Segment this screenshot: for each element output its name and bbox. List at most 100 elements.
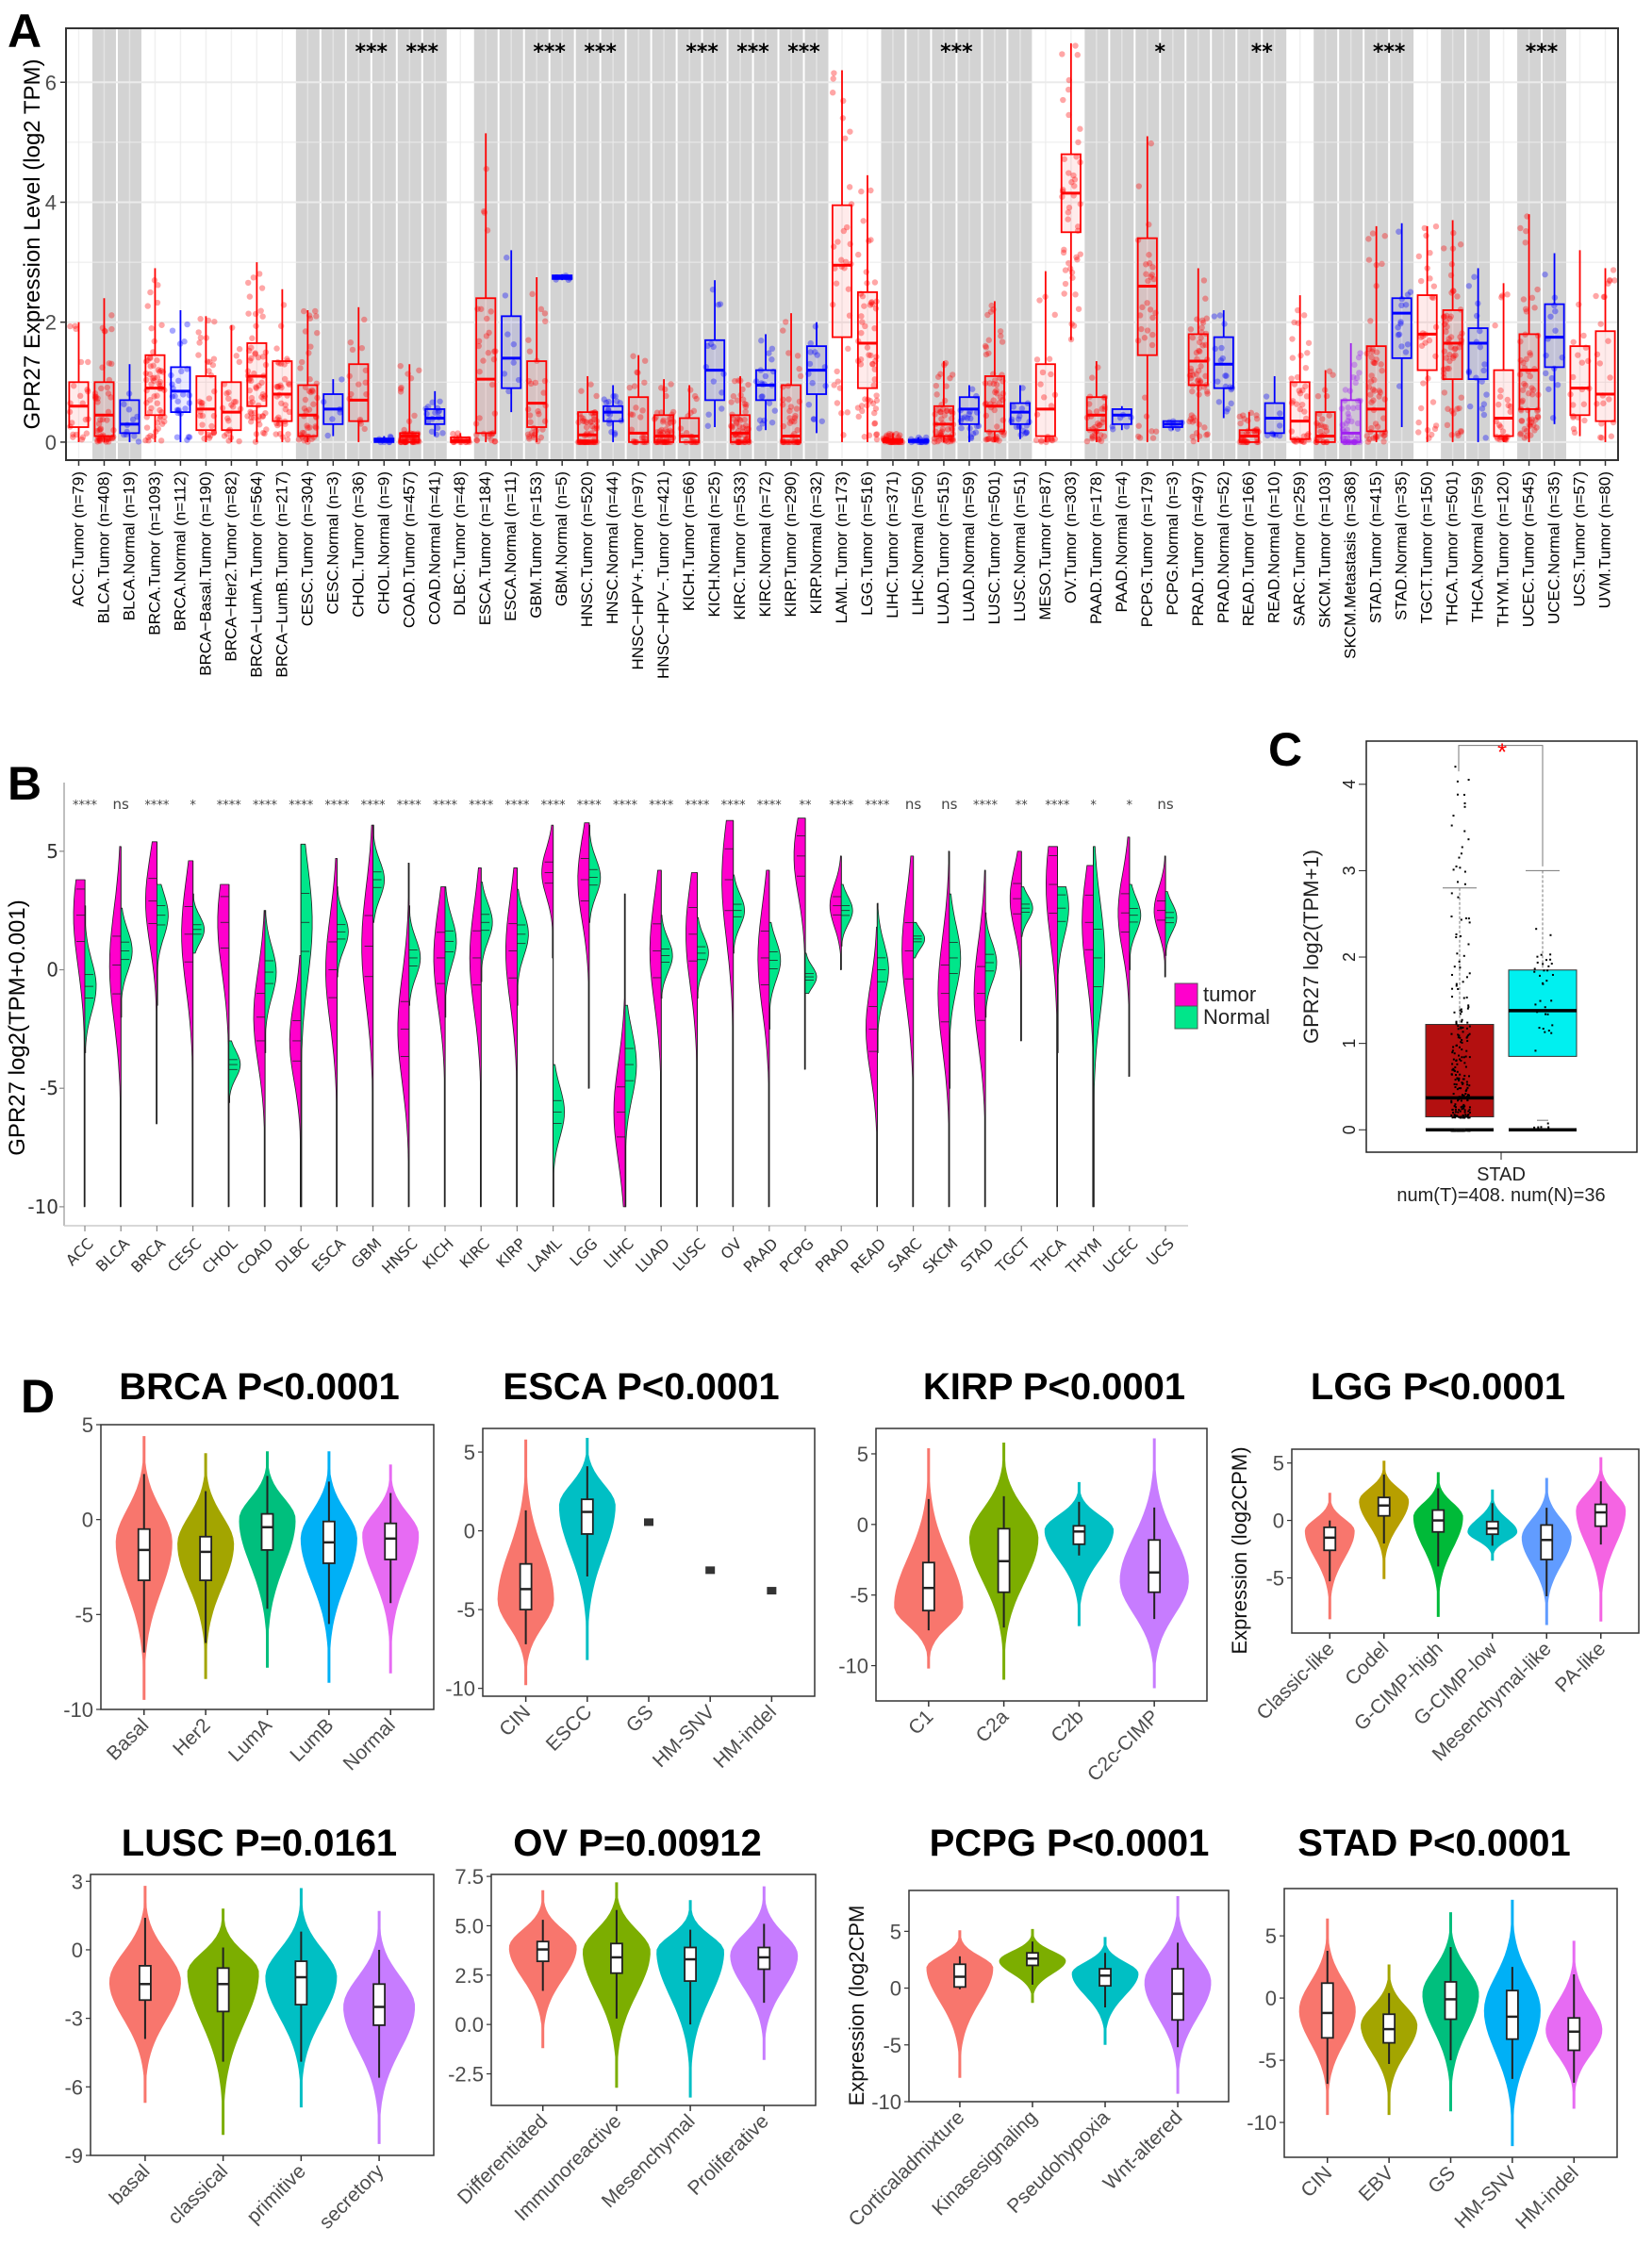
y-tick-label-b: 5 bbox=[46, 840, 58, 863]
jitter-point bbox=[1607, 276, 1613, 284]
data-point-c bbox=[1464, 1090, 1467, 1093]
jitter-point bbox=[1189, 433, 1196, 440]
jitter-point bbox=[1243, 429, 1250, 437]
jitter-point bbox=[1523, 227, 1529, 235]
jitter-point bbox=[205, 317, 212, 324]
data-point-c bbox=[1455, 865, 1458, 867]
data-point-c bbox=[1467, 1094, 1470, 1097]
jitter-point bbox=[1352, 436, 1360, 443]
jitter-point bbox=[993, 387, 999, 394]
jitter-point bbox=[1149, 435, 1157, 441]
data-point-c bbox=[1459, 1009, 1462, 1012]
jitter-point bbox=[806, 360, 814, 368]
significance-mark: ns bbox=[113, 796, 130, 813]
box-a bbox=[1314, 411, 1336, 443]
jitter-point bbox=[1528, 416, 1536, 422]
jitter-point bbox=[732, 377, 738, 385]
jitter-point bbox=[1422, 339, 1429, 346]
jitter-point bbox=[743, 401, 750, 408]
x-tick-label-d-brca: Basal bbox=[103, 1714, 153, 1764]
jitter-point bbox=[834, 368, 840, 375]
jitter-point bbox=[1366, 436, 1373, 443]
jitter-point bbox=[525, 337, 532, 343]
data-point-c bbox=[1457, 1130, 1460, 1132]
jitter-point bbox=[1378, 361, 1384, 368]
jitter-point bbox=[1355, 404, 1362, 411]
jitter-point bbox=[1372, 421, 1379, 427]
jitter-point bbox=[1376, 388, 1383, 394]
jitter-point bbox=[97, 426, 104, 433]
data-point-c bbox=[1468, 1106, 1471, 1109]
jitter-point bbox=[968, 386, 976, 392]
jitter-point bbox=[1430, 283, 1438, 289]
y-axis-title-b: GPR27 log2(TPM+0.001) bbox=[5, 899, 30, 1155]
jitter-point bbox=[811, 416, 818, 422]
jitter-point bbox=[783, 319, 789, 325]
jitter-point bbox=[1293, 401, 1300, 407]
jitter-point bbox=[1276, 432, 1283, 439]
jitter-point bbox=[1089, 434, 1097, 440]
jitter-point bbox=[1495, 401, 1502, 408]
y-tick-label-d-lusc: -6 bbox=[64, 2075, 83, 2099]
significance-mark: *** bbox=[406, 41, 439, 64]
data-point-c bbox=[1451, 996, 1454, 998]
jitter-point bbox=[1533, 424, 1540, 431]
jitter-point bbox=[1530, 387, 1537, 393]
jitter-point bbox=[867, 187, 874, 194]
jitter-point bbox=[197, 334, 205, 341]
jitter-point bbox=[1218, 344, 1225, 352]
jitter-point bbox=[1520, 359, 1527, 367]
jitter-point bbox=[398, 384, 405, 391]
data-point-c bbox=[1458, 1079, 1461, 1081]
jitter-point bbox=[1605, 338, 1611, 344]
jitter-point bbox=[1465, 283, 1473, 289]
jitter-point bbox=[873, 431, 881, 437]
jitter-point bbox=[1039, 369, 1047, 376]
box-a bbox=[424, 408, 446, 425]
jitter-point bbox=[1189, 334, 1197, 341]
jitter-point bbox=[281, 361, 288, 368]
jitter-point bbox=[1527, 350, 1533, 356]
box-a bbox=[781, 384, 802, 443]
jitter-point bbox=[1521, 425, 1528, 433]
jitter-point bbox=[150, 377, 157, 385]
significance-mark: ** bbox=[800, 799, 813, 813]
jitter-point bbox=[1523, 427, 1530, 435]
jitter-point bbox=[617, 400, 623, 406]
jitter-point bbox=[1368, 399, 1375, 405]
jitter-point bbox=[1060, 96, 1066, 104]
violin-half-tumor bbox=[217, 883, 230, 1208]
jitter-point bbox=[1454, 293, 1461, 300]
legend-label-tumor: tumor bbox=[1203, 982, 1256, 1006]
significance-mark: *** bbox=[584, 41, 617, 64]
data-point-c bbox=[1450, 1073, 1453, 1076]
violin-half-normal bbox=[877, 902, 889, 1053]
jitter-point bbox=[1316, 436, 1323, 443]
jitter-point bbox=[742, 433, 749, 439]
significance-mark: ** bbox=[1016, 799, 1029, 813]
jitter-point bbox=[1397, 319, 1404, 325]
jitter-point bbox=[1534, 414, 1542, 421]
jitter-point bbox=[1415, 429, 1422, 436]
jitter-point bbox=[788, 418, 795, 424]
data-point-c bbox=[1455, 932, 1458, 935]
significance-mark: **** bbox=[361, 799, 387, 813]
box-a bbox=[1391, 297, 1412, 359]
jitter-point bbox=[1196, 433, 1203, 439]
jitter-point bbox=[842, 258, 850, 265]
data-point-c bbox=[1459, 866, 1462, 869]
jitter-point bbox=[1398, 302, 1405, 309]
data-point-c bbox=[1457, 896, 1460, 899]
jitter-point bbox=[1075, 305, 1082, 312]
box-a bbox=[628, 396, 650, 443]
x-tick-label-d-brca: LumB bbox=[286, 1714, 338, 1766]
jitter-point bbox=[209, 361, 217, 369]
jitter-point bbox=[155, 367, 162, 373]
data-point-c bbox=[1463, 1111, 1466, 1114]
data-point-c bbox=[1465, 1115, 1468, 1118]
jitter-point bbox=[261, 430, 268, 437]
jitter-point bbox=[657, 437, 664, 443]
box-a bbox=[983, 375, 1005, 433]
